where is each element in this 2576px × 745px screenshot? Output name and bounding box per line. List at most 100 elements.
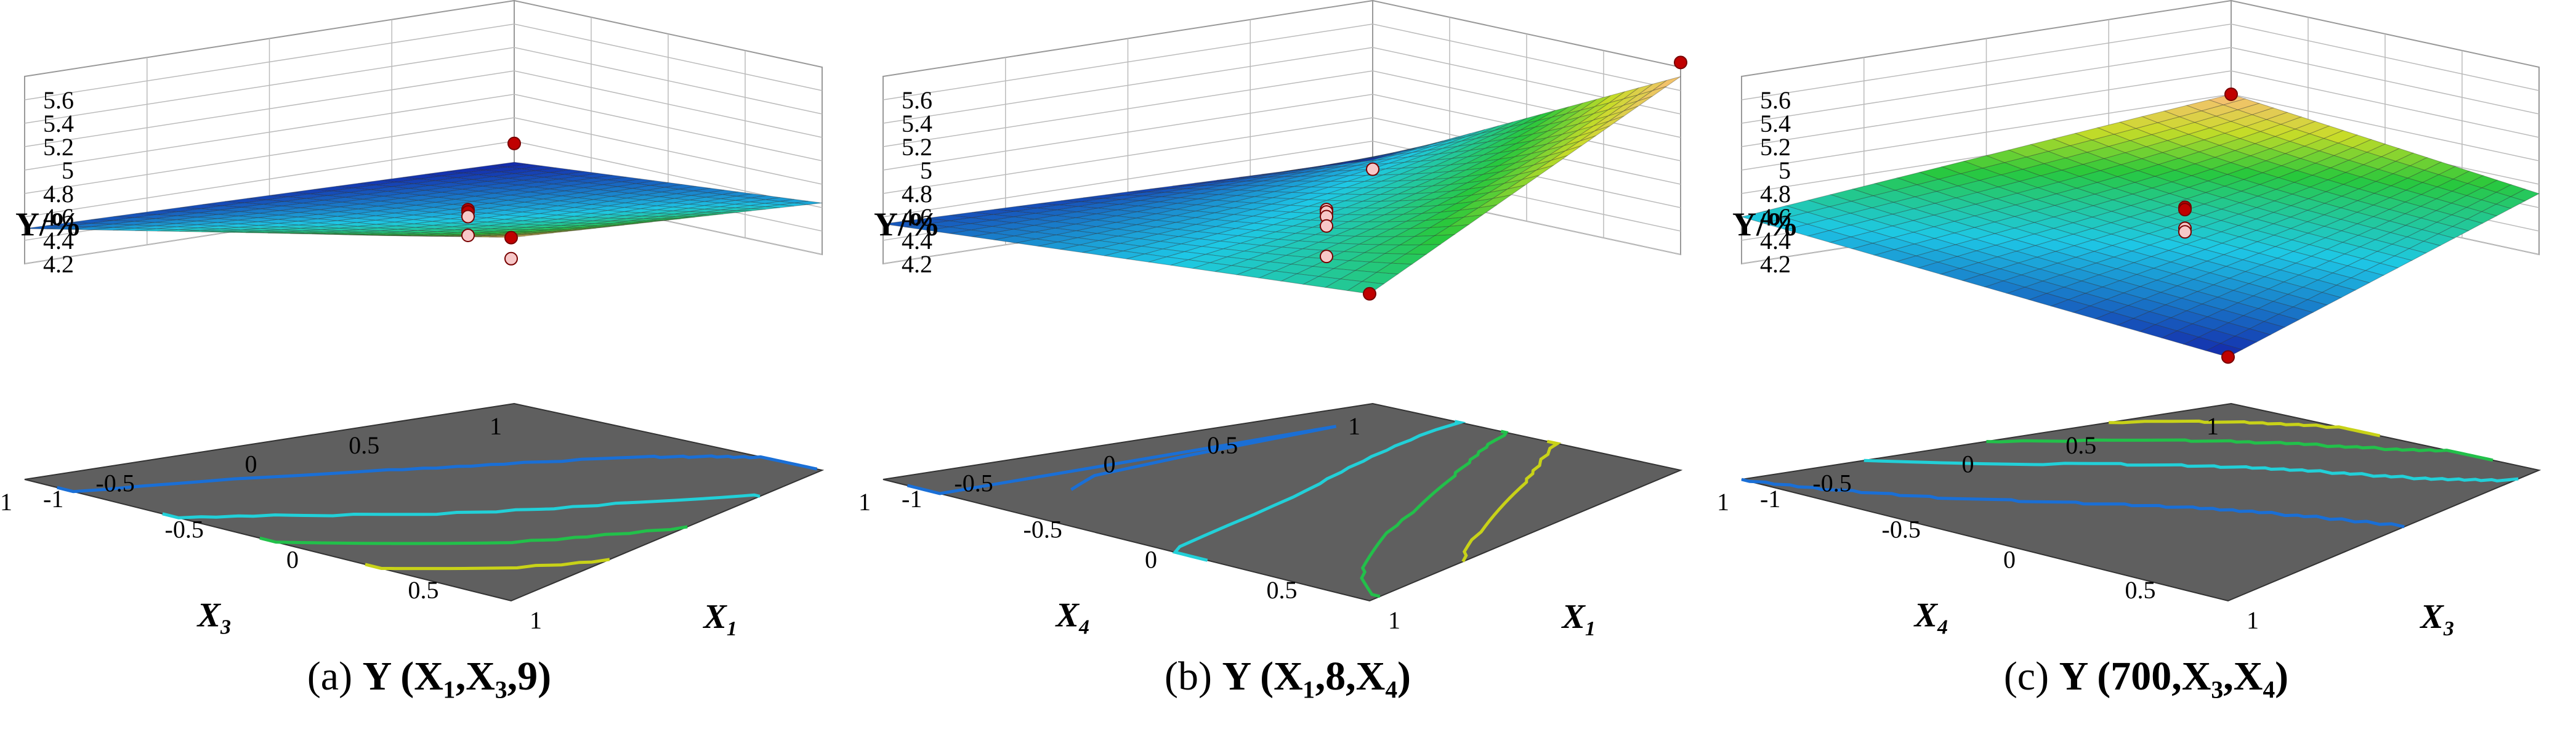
surface-patch (1302, 242, 1339, 251)
surface-patch (225, 198, 266, 203)
surface-patch (2203, 132, 2241, 146)
z-tick-label: 4.4 (1760, 227, 1791, 254)
surface-patch (201, 230, 243, 233)
surface-patch (2024, 280, 2065, 294)
surface-patch (2272, 228, 2309, 240)
y-tick-label: -1 (1717, 488, 1729, 516)
floor-plane (24, 402, 825, 602)
surface-patch (688, 201, 720, 206)
surface-patch (1912, 203, 1956, 216)
surface-patch (530, 189, 565, 195)
surface-patch (2356, 193, 2391, 206)
z-tick-label: 4.8 (902, 180, 932, 208)
floor-contour-plane (24, 402, 825, 602)
y-tick-label: 0.5 (1207, 431, 1238, 459)
contour-line (259, 525, 688, 545)
surface-patch (1399, 235, 1436, 246)
surface-patch (1381, 173, 1416, 182)
caption-c: (c) Y (700,X₃,X₄) (1717, 653, 2575, 700)
surface-patch (1015, 238, 1058, 246)
surface-patch (2328, 253, 2364, 266)
floor-contour-plane (1741, 402, 2542, 602)
surface-patch (1550, 145, 1582, 161)
surface-patch (1245, 176, 1283, 182)
design-point (1320, 219, 1333, 233)
caption-tag: (c) (2003, 654, 2049, 699)
surface-patch (2172, 122, 2211, 135)
surface-patch (1594, 91, 1625, 107)
caption-text: Y (X₁,8,X₄) (1222, 654, 1411, 699)
surface-patch (525, 224, 561, 229)
caption-text: Y (X₁,X₃,9) (362, 654, 552, 699)
surface-patch (291, 189, 331, 195)
design-point (2178, 225, 2192, 239)
x-tick-label: -0.5 (1024, 515, 1062, 543)
y-tick-label: -0.5 (954, 469, 993, 497)
surface-patch (318, 224, 358, 229)
y-axis-subscript: 4 (1078, 616, 1089, 639)
surface-patch (1280, 273, 1320, 285)
y-tick-label: 1 (2207, 412, 2219, 440)
surface-patch (1565, 135, 1596, 152)
wall-gridline (1741, 70, 2540, 147)
surface-patch (284, 198, 324, 204)
surface-patch (2052, 132, 2093, 146)
y-tick-label: 1 (490, 412, 502, 440)
surface-patch (1271, 169, 1309, 175)
wall-gridline (882, 140, 1681, 218)
z-tick-label: 5.4 (902, 110, 932, 137)
surface-patch (1431, 169, 1466, 180)
surface-patch (1139, 234, 1179, 242)
surface-patch (524, 198, 559, 205)
surface-patch (1410, 219, 1445, 229)
surface-panel-c: 4.24.44.64.855.25.45.6Y/%-1-0.500.51X3-1… (1717, 0, 2542, 640)
surface-patch (2184, 226, 2223, 238)
surface-patch (1762, 205, 1809, 218)
surface-patch (2132, 311, 2172, 325)
surface-patch (2141, 110, 2181, 123)
surface-patch (441, 189, 478, 195)
surface-patch (1365, 207, 1401, 216)
wall-gridline (24, 47, 823, 124)
surface-patch (1137, 226, 1177, 235)
contour-line (57, 454, 818, 494)
z-tick-label: 5.6 (43, 86, 74, 114)
surface-patch (2294, 121, 2330, 134)
caption-tag: (b) (1164, 654, 1212, 699)
surface-patch (1436, 132, 1471, 144)
wall-gridline (24, 23, 823, 100)
surface-patch (336, 182, 376, 189)
surface-patch (91, 227, 134, 231)
surface-patch (348, 189, 387, 195)
contour-line (1863, 458, 2519, 482)
wall-gridline (1741, 47, 2540, 124)
surface-patch (2072, 216, 2112, 229)
surface-patch (2264, 153, 2301, 166)
surface-patch (1296, 175, 1333, 182)
x-axis-subscript: 1 (1585, 617, 1596, 640)
wall-gridline (1741, 23, 2540, 100)
surface-patch (764, 204, 794, 208)
surface-patch (1423, 146, 1458, 156)
z-tick-label: 4.6 (43, 203, 74, 231)
x-tick-label: 0 (286, 546, 299, 574)
surface-patch (1262, 176, 1300, 182)
surface-patch (2208, 121, 2247, 134)
surface-patch (2241, 253, 2279, 266)
contour-line (1461, 439, 1562, 563)
surface-patch (672, 204, 704, 209)
surface-patch (1184, 246, 1224, 255)
x-tick-label: 0.5 (2125, 576, 2156, 604)
surface-patch (1536, 155, 1568, 171)
surface-patch (1345, 200, 1381, 209)
surface-patch (1548, 140, 1580, 156)
floor-contour-plane (882, 402, 1683, 602)
surface-patch (2000, 169, 2042, 182)
surface-patch (1953, 227, 1996, 240)
surface-patch (2050, 299, 2091, 313)
surface-patch (2388, 190, 2422, 203)
surface-patch (1363, 244, 1401, 254)
surface-patch (2340, 188, 2375, 202)
x-tick-label: 1 (530, 606, 542, 634)
